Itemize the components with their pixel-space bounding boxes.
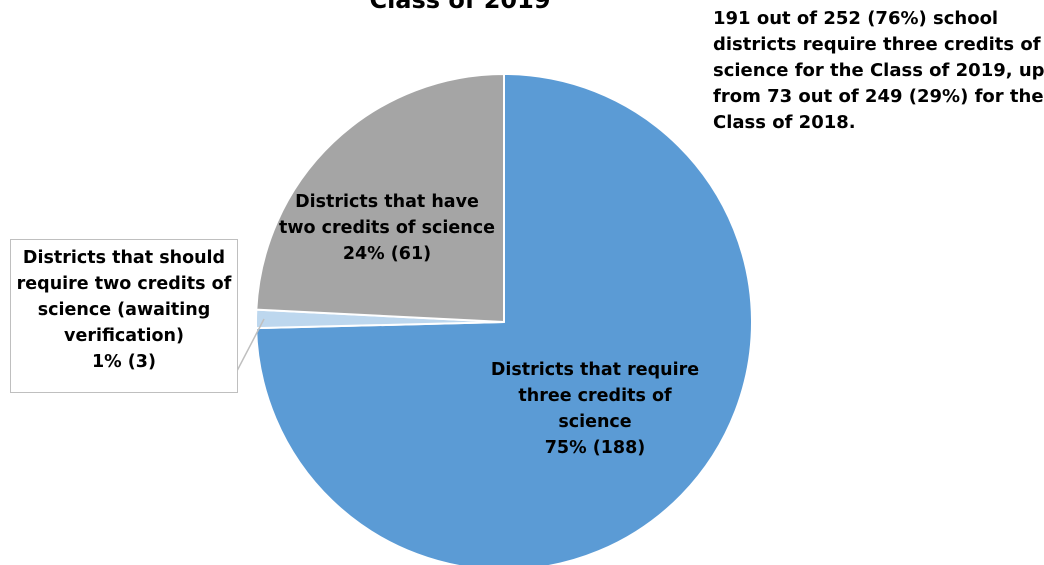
label-line: Districts that require [490, 360, 700, 380]
label-value: 1% (3) [92, 352, 156, 372]
label-line: Districts that have [295, 192, 479, 212]
label-line: require two credits of [16, 274, 232, 294]
slice-label-three-credits: Districts that require three credits of … [470, 357, 720, 461]
slice-label-two-credits: Districts that have two credits of scien… [272, 189, 502, 267]
label-value: 24% (61) [342, 244, 432, 264]
label-value: 75% (188) [544, 438, 646, 458]
chart-title: Class of 2019 [369, 0, 551, 14]
chart-annotation: 191 out of 252 (76%) school districts re… [713, 8, 1044, 133]
label-line: verification) [64, 326, 184, 346]
label-line: two credits of science [278, 218, 495, 238]
label-line: Districts that should [22, 248, 226, 268]
label-line: science (awaiting [37, 300, 211, 320]
pie-slices [255, 73, 753, 565]
pie-slice-two-credits [255, 73, 505, 323]
label-line: science [558, 412, 632, 432]
slice-label-awaiting-verification: Districts that should require two credit… [10, 239, 238, 393]
label-line: three credits of [518, 386, 672, 406]
